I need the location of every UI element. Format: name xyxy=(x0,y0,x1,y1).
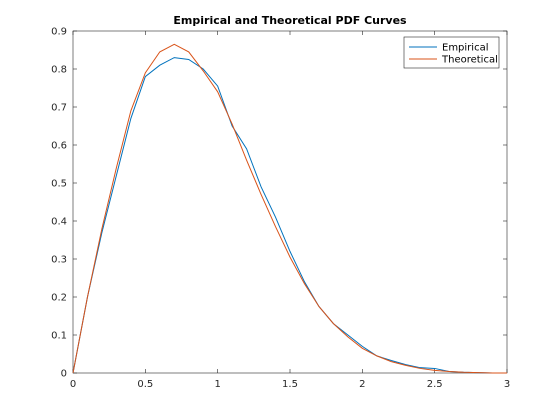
series-line-theoretical xyxy=(72,43,507,374)
x-tick-label: 2 xyxy=(359,379,365,390)
y-tick-label: 0.7 xyxy=(51,103,67,114)
x-tick-label: 0 xyxy=(70,379,76,390)
y-tick-label: 0.3 xyxy=(51,255,67,266)
y-tick-label: 0.5 xyxy=(51,179,67,190)
x-tick-label: 1 xyxy=(214,379,220,390)
x-tick-label: 2.5 xyxy=(427,379,443,390)
y-tick-label: 0.4 xyxy=(51,217,67,228)
x-tick-label: 1.5 xyxy=(282,379,298,390)
series-line-empirical xyxy=(72,57,507,374)
y-tick-label: 0.1 xyxy=(51,331,67,342)
y-tick-label: 0.8 xyxy=(51,65,67,76)
y-tick-label: 0 xyxy=(61,369,67,380)
legend-box xyxy=(403,36,500,69)
plot-area: 0 0.5 1 1.5 2 2.5 3 0 0.1 0.2 0.3 0.4 0.5 0.6 0.7 0.8 0.… xyxy=(51,27,510,391)
y-tick-label: 0.6 xyxy=(51,141,67,152)
chart-title: Empirical and Theoretical PDF Curves xyxy=(173,14,407,27)
legend-label-empirical: Empirical xyxy=(442,43,488,54)
y-tick-label: 0.2 xyxy=(51,293,67,304)
x-tick-label: 0.5 xyxy=(137,379,153,390)
y-tick-label: 0.9 xyxy=(51,27,67,38)
x-tick-label: 3 xyxy=(504,379,510,390)
legend-label-theoretical: Theoretical xyxy=(441,55,498,66)
